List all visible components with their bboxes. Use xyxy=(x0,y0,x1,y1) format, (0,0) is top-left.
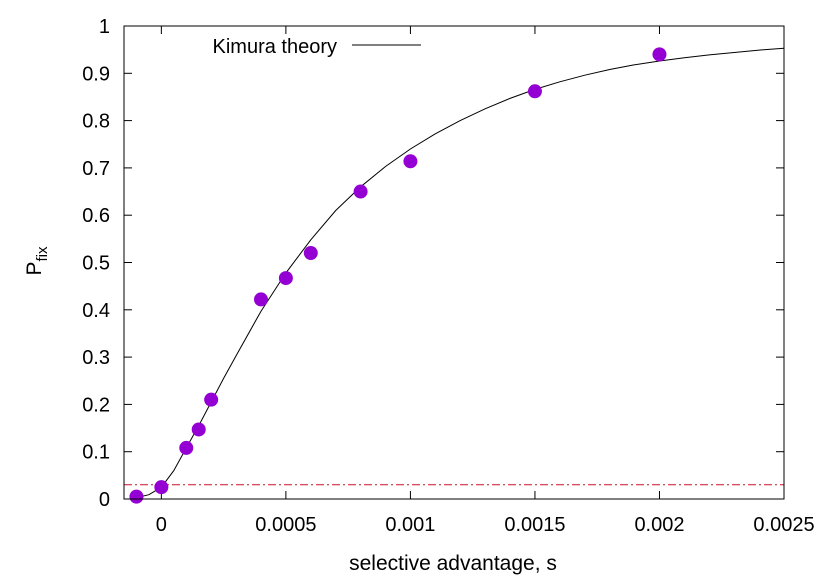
data-point xyxy=(129,489,144,504)
y-tick-label: 0 xyxy=(99,489,110,511)
legend: Kimura theory xyxy=(213,36,421,58)
data-point xyxy=(154,480,169,495)
y-axis-label-main: P xyxy=(23,261,46,275)
data-point xyxy=(353,184,368,199)
x-axis-ticks: 0 0.0005 0.001 0.0015 0.002 0.0025 xyxy=(156,26,815,536)
y-tick-label: 0.3 xyxy=(82,347,110,369)
theory-curve-layer xyxy=(136,47,785,499)
y-tick-label: 0.8 xyxy=(82,111,110,133)
y-axis-label: Pfix xyxy=(23,246,51,276)
x-tick-label: 0.0005 xyxy=(255,514,316,536)
x-axis-label: selective advantage, s xyxy=(349,552,557,575)
legend-label-kimura-theory: Kimura theory xyxy=(213,36,338,58)
y-tick-label: 1 xyxy=(99,16,110,38)
x-tick-label: 0.002 xyxy=(634,514,684,536)
data-point xyxy=(303,246,318,261)
y-tick-label: 0.4 xyxy=(82,300,110,322)
data-point xyxy=(191,422,206,437)
y-axis-ticks: 0 0.1 0.2 0.3 0.4 0.5 0.6 0.7 0.8 0.9 1 xyxy=(82,16,784,511)
data-point xyxy=(403,154,418,169)
data-points-layer xyxy=(129,47,667,504)
y-tick-label: 0.1 xyxy=(82,442,110,464)
data-point xyxy=(652,47,667,62)
x-tick-label: 0.0025 xyxy=(753,514,814,536)
kimura-theory-curve xyxy=(136,47,785,499)
data-point xyxy=(527,84,542,99)
y-tick-label: 0.2 xyxy=(82,394,110,416)
data-point xyxy=(179,440,194,455)
y-tick-label: 0.7 xyxy=(82,158,110,180)
data-point xyxy=(253,292,268,307)
x-tick-label: 0.001 xyxy=(385,514,435,536)
y-tick-label: 0.9 xyxy=(82,63,110,85)
data-point xyxy=(278,271,293,286)
y-axis-label-subscript: fix xyxy=(34,246,51,262)
data-point xyxy=(204,392,219,407)
x-tick-label: 0 xyxy=(156,514,167,536)
y-tick-label: 0.5 xyxy=(82,253,110,275)
plot-frame xyxy=(123,25,785,500)
x-tick-label: 0.0015 xyxy=(504,514,565,536)
y-tick-label: 0.6 xyxy=(82,205,110,227)
